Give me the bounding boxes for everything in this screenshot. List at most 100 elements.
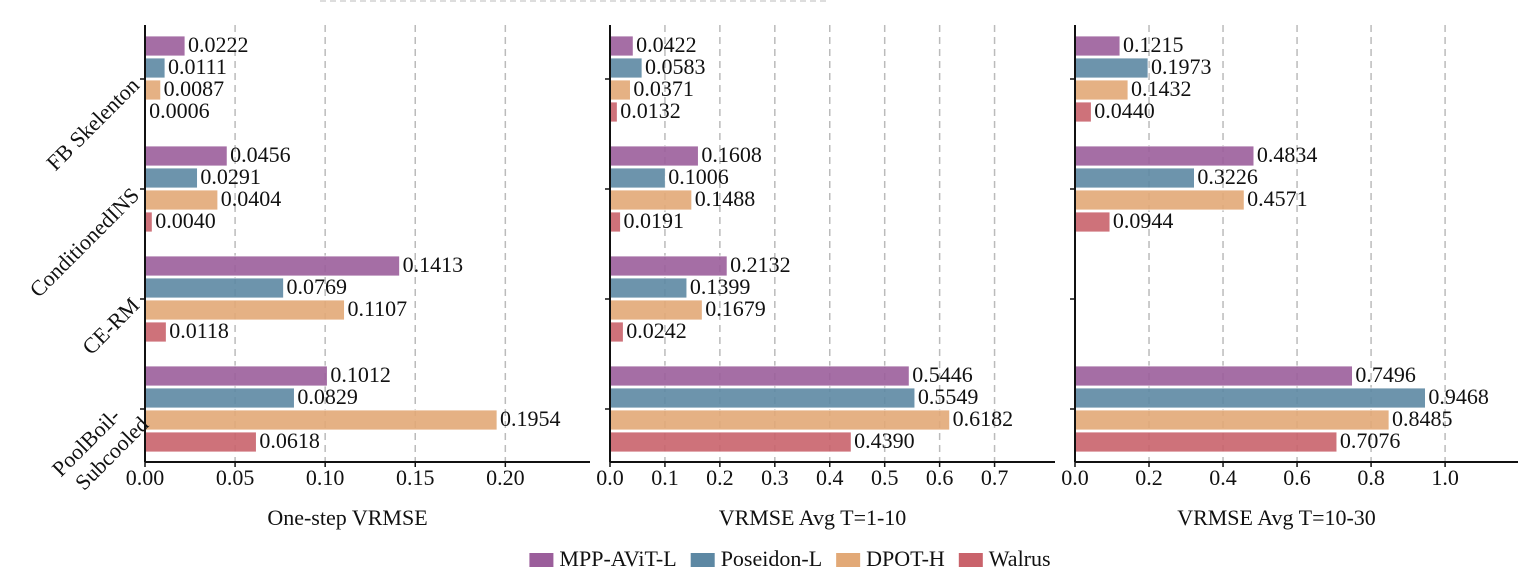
value-label: 0.0111 bbox=[168, 54, 227, 79]
x-tick-label: 0.10 bbox=[306, 465, 345, 490]
x-tick-label: 0.6 bbox=[926, 465, 954, 490]
value-label: 0.1006 bbox=[668, 164, 729, 189]
bar bbox=[144, 255, 400, 277]
legend-swatch bbox=[690, 553, 715, 567]
value-label: 0.0404 bbox=[221, 186, 282, 211]
x-tick-label: 0.2 bbox=[706, 465, 734, 490]
value-label: 0.0440 bbox=[1094, 98, 1155, 123]
bar bbox=[609, 211, 621, 233]
value-label: 0.0769 bbox=[287, 274, 348, 299]
value-label: 0.1012 bbox=[330, 362, 391, 387]
value-label: 0.4571 bbox=[1247, 186, 1308, 211]
legend-label: Poseidon-L bbox=[721, 546, 822, 570]
value-label: 0.7496 bbox=[1355, 362, 1416, 387]
bar bbox=[1074, 409, 1390, 431]
value-label: 0.0456 bbox=[230, 142, 291, 167]
value-label: 0.9468 bbox=[1428, 384, 1489, 409]
value-label: 0.0118 bbox=[169, 318, 229, 343]
bar bbox=[1074, 431, 1338, 453]
x-tick-label: 0.8 bbox=[1357, 465, 1385, 490]
x-tick-label: 0.7 bbox=[981, 465, 1009, 490]
x-tick-label: 0.4 bbox=[816, 465, 844, 490]
x-tick-label: 0.1 bbox=[651, 465, 679, 490]
y-tick-label: CE-RM bbox=[77, 292, 144, 359]
bar bbox=[1074, 79, 1129, 101]
legend: MPP-AViT-L Poseidon-L DPOT-H Walrus bbox=[529, 546, 1051, 570]
value-label: 0.0242 bbox=[626, 318, 687, 343]
bar bbox=[1074, 57, 1149, 79]
x-axis-label: VRMSE Avg T=1-10 bbox=[719, 505, 907, 530]
value-label: 0.4834 bbox=[1257, 142, 1318, 167]
y-tick-label: FB Skelenton bbox=[41, 72, 144, 175]
x-axis-label: VRMSE Avg T=10-30 bbox=[1177, 505, 1376, 530]
bar bbox=[1074, 35, 1121, 57]
bar bbox=[609, 365, 910, 387]
bar bbox=[1074, 365, 1353, 387]
x-tick-label: 0.6 bbox=[1283, 465, 1311, 490]
value-label: 0.0222 bbox=[188, 32, 249, 57]
bar bbox=[609, 431, 852, 453]
bar bbox=[144, 167, 198, 189]
legend-label: Walrus bbox=[989, 546, 1051, 570]
value-label: 0.1488 bbox=[695, 186, 756, 211]
legend-swatch bbox=[836, 553, 861, 567]
bar bbox=[144, 211, 153, 233]
bar bbox=[144, 35, 186, 57]
bar bbox=[609, 299, 703, 321]
bar bbox=[1074, 387, 1426, 409]
x-axis-label: One-step VRMSE bbox=[267, 505, 427, 530]
y-tick-label: ConditionedINS bbox=[24, 182, 144, 302]
x-tick-label: 0.5 bbox=[871, 465, 899, 490]
value-label: 0.1973 bbox=[1151, 54, 1212, 79]
bar bbox=[609, 409, 951, 431]
x-tick-label: 1.0 bbox=[1431, 465, 1459, 490]
value-label: 0.3226 bbox=[1197, 164, 1258, 189]
bar bbox=[1074, 189, 1245, 211]
value-label: 0.0191 bbox=[623, 208, 684, 233]
bar bbox=[609, 387, 916, 409]
bar bbox=[144, 277, 284, 299]
bar bbox=[144, 431, 257, 453]
legend-swatch bbox=[529, 553, 554, 567]
bar bbox=[609, 277, 688, 299]
bar bbox=[609, 145, 699, 167]
x-tick-label: 0.0 bbox=[596, 465, 624, 490]
bar bbox=[609, 255, 728, 277]
x-tick-label: 0.00 bbox=[126, 465, 165, 490]
value-label: 0.0371 bbox=[633, 76, 694, 101]
bar bbox=[144, 409, 498, 431]
bar bbox=[1074, 211, 1111, 233]
value-label: 0.0618 bbox=[259, 428, 320, 453]
value-label: 0.0006 bbox=[149, 98, 210, 123]
value-label: 0.0132 bbox=[620, 98, 681, 123]
bar bbox=[144, 321, 167, 343]
legend-label: MPP-AViT-L bbox=[559, 546, 676, 570]
value-label: 0.1432 bbox=[1131, 76, 1192, 101]
bar bbox=[609, 189, 693, 211]
value-label: 0.5446 bbox=[912, 362, 973, 387]
bar bbox=[144, 365, 328, 387]
bar bbox=[144, 57, 166, 79]
x-tick-label: 0.05 bbox=[216, 465, 255, 490]
bar bbox=[144, 145, 228, 167]
bar bbox=[144, 299, 345, 321]
value-label: 0.1413 bbox=[403, 252, 464, 277]
value-label: 0.6182 bbox=[953, 406, 1014, 431]
value-label: 0.0583 bbox=[645, 54, 706, 79]
bar bbox=[609, 57, 643, 79]
value-label: 0.0829 bbox=[297, 384, 358, 409]
value-label: 0.4390 bbox=[854, 428, 915, 453]
bar bbox=[609, 321, 624, 343]
bar bbox=[609, 101, 618, 123]
value-label: 0.1608 bbox=[701, 142, 762, 167]
value-label: 0.1954 bbox=[500, 406, 561, 431]
bar bbox=[1074, 145, 1255, 167]
bar bbox=[609, 35, 634, 57]
value-label: 0.1679 bbox=[705, 296, 766, 321]
value-label: 0.0944 bbox=[1113, 208, 1174, 233]
bar bbox=[609, 79, 631, 101]
value-label: 0.8485 bbox=[1392, 406, 1453, 431]
value-label: 0.0087 bbox=[164, 76, 225, 101]
bar bbox=[609, 167, 666, 189]
